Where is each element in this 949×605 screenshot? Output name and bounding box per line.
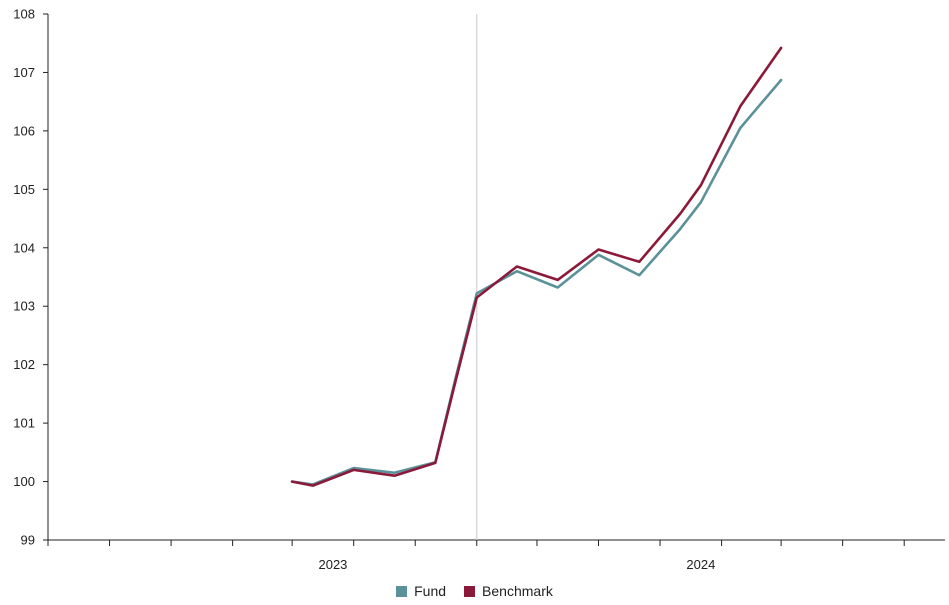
series-layer (290, 46, 783, 487)
legend-item-fund[interactable]: Fund (396, 583, 446, 599)
legend-label-benchmark: Benchmark (482, 583, 553, 599)
y-axis: 99 100 101 102 103 104 105 106 107 108 (13, 7, 49, 548)
legend-swatch-fund (396, 585, 408, 597)
y-tick-label: 105 (13, 182, 35, 197)
line-chart: 99 100 101 102 103 104 105 106 107 108 2023 2024 (13, 7, 945, 572)
series-line-fund (290, 78, 783, 486)
legend: Fund Benchmark (0, 583, 949, 599)
y-tick-label: 99 (21, 533, 35, 548)
legend-label-fund: Fund (414, 583, 447, 599)
series-line-benchmark (290, 46, 783, 487)
x-tick-label: 2024 (686, 557, 715, 572)
legend-item-benchmark[interactable]: Benchmark (464, 583, 553, 599)
y-tick-label: 108 (13, 7, 35, 22)
y-tick-label: 102 (13, 357, 35, 372)
legend-swatch-benchmark (464, 585, 476, 597)
y-tick-label: 100 (13, 474, 35, 489)
y-tick-label: 103 (13, 299, 35, 314)
y-tick-label: 107 (13, 65, 35, 80)
y-tick-label: 101 (13, 416, 35, 431)
y-tick-label: 106 (13, 123, 35, 138)
y-tick-label: 104 (13, 240, 35, 255)
x-tick-label: 2023 (318, 557, 347, 572)
x-axis: 2023 2024 (47, 539, 945, 572)
